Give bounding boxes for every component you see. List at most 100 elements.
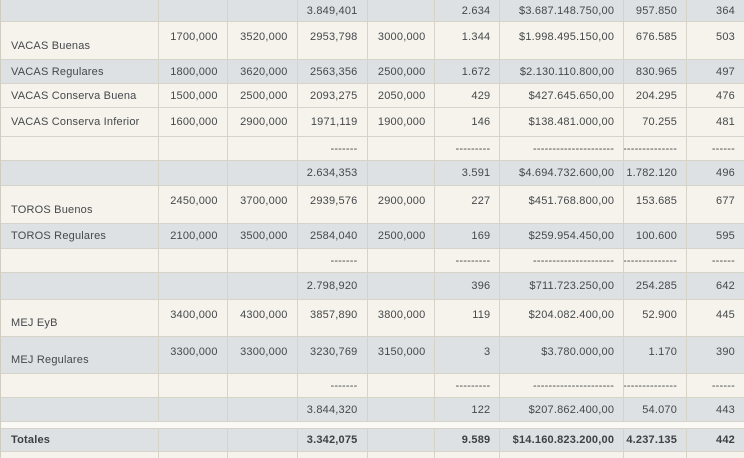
table-cell: ------- [298,137,368,160]
table-cell: 3230,769 [298,337,368,373]
table-cell: 2939,576 [298,186,368,223]
table-cell: $3.687.148.750,00 [500,0,625,21]
table-cell [228,273,298,299]
table-cell [159,398,228,421]
row-label-cell [1,161,159,185]
table-cell: -------------- [624,249,688,272]
table-cell: 2500,000 [368,224,436,248]
table-cell: 70.255 [624,108,688,136]
table-cell: 2584,040 [298,224,368,248]
table-cell: 3500,000 [228,224,298,248]
table-row-totals: Totales 3.342,075 9.589 $14.160.823.200,00 4… [1,429,744,452]
table-cell: 227 [435,186,501,223]
table-cell: --------------------- [500,137,625,160]
table-cell: 595 [716,230,735,242]
table-cell: 3520,000 [228,22,298,59]
table-cell: 3.844,320 [298,398,368,421]
table-cell: 2100,000 [159,224,228,248]
table-cell: 481 [716,116,735,128]
row-label-cell [1,452,159,458]
table-cell: 2500,000 [368,60,436,83]
table-cell: 3.849,401 [298,0,368,21]
table-cell: 1600,000 [159,108,228,136]
row-label-cell [1,137,159,160]
table-row-data: TOROS Buenos 2450,000 3700,000 2939,576 2900… [1,186,744,224]
table-cell: 1.672 [435,60,501,83]
table-cell: 2.798,920 [298,273,368,299]
table-cell: 830.965 [624,60,688,83]
table-cell: -------------- [624,374,688,397]
table-cell [368,422,436,428]
table-cell [228,0,298,21]
table-cell: 1.170 [624,337,688,373]
table-cell: 3150,000 [368,337,436,373]
table-row-dashes: ------- --------- --------------------- ---… [1,137,744,161]
table-cell [228,137,298,160]
table-cell [159,249,228,272]
table-cell: ------ [711,254,735,267]
row-label-cell [1,249,159,272]
table-cell [159,161,228,185]
table-cell [298,422,368,428]
table-cell: 676.585 [624,22,688,59]
table-cell: 3800,000 [368,300,436,336]
table-cell [159,0,228,21]
table-row-data: TOROS Regulares 2100,000 3500,000 2584,040 2… [1,224,744,249]
table-cell [228,374,298,397]
row-label-cell: VACAS Buenas [1,22,159,59]
table-row-data: VACAS Regulares 1800,000 3620,000 2563,356 2… [1,60,744,84]
table-cell: ------ [711,379,735,392]
table-cell: 1.782.120 [624,161,688,185]
row-label-cell [1,0,159,21]
table-cell [159,422,228,428]
table-cell: 4.237.135 [624,429,688,451]
table-cell: 429 [435,84,501,107]
table-cell: $138.481.000,00 [500,108,625,136]
table-cell: ------- [298,374,368,397]
table-cell: 3857,890 [298,300,368,336]
table-cell [368,137,436,160]
row-label-cell: MEJ EyB [1,300,159,336]
table-row-subtotal: 2.798,920 396 $711.723.250,00 254.285 642 [1,273,744,300]
row-label-cell: VACAS Conserva Buena [1,84,159,107]
table-cell [228,429,298,451]
table-cell: 3.591 [435,161,501,185]
row-label-cell [1,273,159,299]
table-cell: $427.645.650,00 [500,84,625,107]
table-cell: 1500,000 [159,84,228,107]
table-cell: $204.082.400,00 [500,300,625,336]
table-cell: 2050,000 [368,84,436,107]
table-cell [228,161,298,185]
table-cell [368,374,436,397]
table-cell: 1700,000 [159,22,228,59]
table-cell: 169 [435,224,501,248]
table-cell: 3700,000 [228,186,298,223]
table-cell: 3300,000 [159,337,228,373]
table-cell: 443 [716,403,735,416]
table-row-data: MEJ EyB 3400,000 4300,000 3857,890 3800,000 1… [1,300,744,337]
table-cell [159,429,228,451]
row-label-cell [1,398,159,421]
table-cell: 146 [435,108,501,136]
table-cell [159,452,228,458]
table-cell: 100.600 [624,224,688,248]
table-row-data: VACAS Buenas 1700,000 3520,000 2953,798 3000… [1,22,744,60]
table-cell: 2953,798 [298,22,368,59]
row-label-cell: TOROS Regulares [1,224,159,248]
table-cell: 2.634,353 [298,161,368,185]
table-cell: $3.780.000,00 [500,337,625,373]
table-cell: $259.954.450,00 [500,224,625,248]
table-cell: $711.723.250,00 [500,273,625,299]
table-row-spacer [1,422,744,429]
table-cell [368,273,436,299]
table-cell [435,422,500,428]
table-cell: 496 [716,167,735,179]
table-cell: ------- [298,249,368,272]
table-cell [228,249,298,272]
table-cell: 957.850 [624,0,688,21]
table-cell: 153.685 [624,186,688,223]
table-row-subtotal: 2.634,353 3.591 $4.694.732.600,00 1.782.120… [1,161,744,186]
table-cell: 119 [435,300,501,336]
table-cell: 122 [435,398,501,421]
table-cell: 503 [716,31,735,43]
